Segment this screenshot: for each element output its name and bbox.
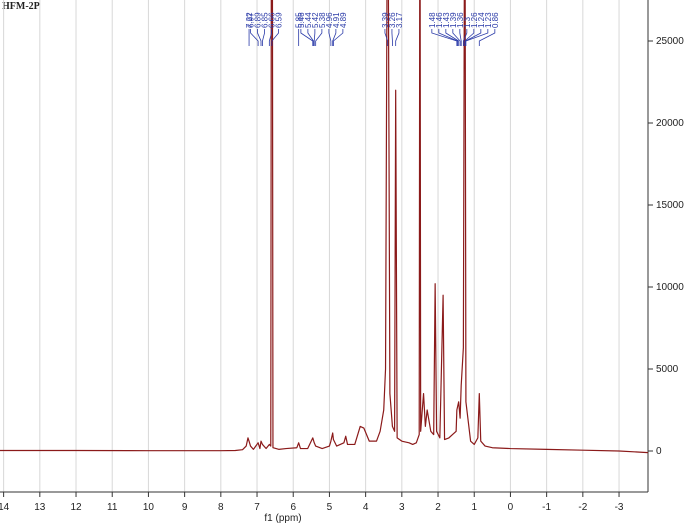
x-tick-label: -3	[615, 502, 624, 513]
x-tick-label: 9	[182, 502, 188, 513]
peak-label: 7.22	[245, 12, 254, 28]
peak-label: 5.85	[295, 12, 304, 28]
peak-label: 1.26	[470, 12, 479, 28]
peak-leader	[452, 29, 461, 46]
peak-leader	[478, 29, 496, 46]
peak-label: 1.36	[456, 12, 465, 28]
plot-area	[0, 0, 648, 454]
peak-label: 3.26	[388, 12, 397, 28]
peak-leader	[464, 29, 475, 46]
x-tick-label: 5	[327, 502, 333, 513]
x-tick-label: 8	[218, 502, 224, 513]
peak-label: 1.3	[463, 16, 472, 28]
x-tick-label: 13	[34, 502, 46, 513]
peak-leader	[465, 29, 489, 46]
peak-label: 3.17	[395, 12, 404, 28]
spectrum-line	[0, 0, 648, 454]
peak-leader	[459, 29, 462, 46]
peak-label: 1.24	[477, 12, 486, 28]
peak-leader	[462, 29, 468, 46]
peak-leader	[395, 29, 400, 46]
peak-label: 5.44	[304, 12, 313, 28]
x-tick-label: 12	[70, 502, 82, 513]
x-tick-label: 11	[107, 502, 118, 513]
x-tick-label: 3	[399, 502, 405, 513]
peak-leader	[438, 29, 458, 46]
x-tick-label: -2	[578, 502, 587, 513]
peak-leader	[268, 29, 272, 46]
x-tick-label: 4	[363, 502, 369, 513]
peak-leader	[445, 29, 460, 46]
x-tick-label: 0	[508, 502, 514, 513]
x-tick-label: -1	[542, 502, 551, 513]
peak-label: 3.39	[381, 12, 390, 28]
peak-label: 4.96	[325, 12, 334, 28]
peak-leader	[332, 29, 337, 46]
peak-leader	[431, 29, 458, 46]
peak-label: 1.23	[484, 12, 493, 28]
peak-label: 6.97	[247, 12, 256, 28]
peak-label: 6.85	[261, 12, 270, 28]
peak-leader	[333, 29, 344, 46]
peak-label: 5.46	[297, 12, 306, 28]
peak-leader	[465, 29, 482, 46]
peak-label: 4.91	[332, 12, 341, 28]
peak-label: 1.46	[435, 12, 444, 28]
peak-leader	[300, 29, 314, 46]
y-tick-label: 25000	[656, 36, 684, 47]
peak-label: 6.59	[275, 12, 284, 28]
y-tick-label: 10000	[656, 282, 684, 293]
x-tick-label: 10	[143, 502, 155, 513]
peak-leader	[307, 29, 314, 46]
x-tick-label: 1	[471, 502, 477, 513]
x-tick-label: 6	[290, 502, 296, 513]
peak-leader	[257, 29, 262, 46]
peak-leader	[315, 29, 323, 46]
peak-label: 4.89	[339, 12, 348, 28]
peak-leader	[262, 29, 265, 46]
x-axis-label: f1 (ppm)	[264, 513, 301, 524]
peak-label: 6.66	[268, 12, 277, 28]
peak-leader	[384, 29, 389, 46]
chart-title: HFM-2P	[2, 1, 40, 12]
x-tick-label: 14	[0, 502, 10, 513]
peak-label: 1.39	[449, 12, 458, 28]
peak-label: 1.43	[442, 12, 451, 28]
y-tick-label: 5000	[656, 364, 679, 375]
x-tick-label: 2	[435, 502, 441, 513]
x-tick-label: 7	[254, 502, 260, 513]
y-tick-label: 0	[656, 446, 662, 457]
peak-label: 5.42	[311, 12, 320, 28]
peak-leader	[313, 29, 316, 46]
peak-label: 0.86	[491, 12, 500, 28]
peak-leader	[271, 29, 279, 46]
peak-leader	[250, 29, 259, 46]
peak-label: 6.89	[254, 12, 263, 28]
y-tick-label: 15000	[656, 200, 684, 211]
peak-leader	[328, 29, 332, 46]
peak-label: 5.38	[318, 12, 327, 28]
y-tick-label: 20000	[656, 118, 684, 129]
peak-label: 1.48	[428, 12, 437, 28]
